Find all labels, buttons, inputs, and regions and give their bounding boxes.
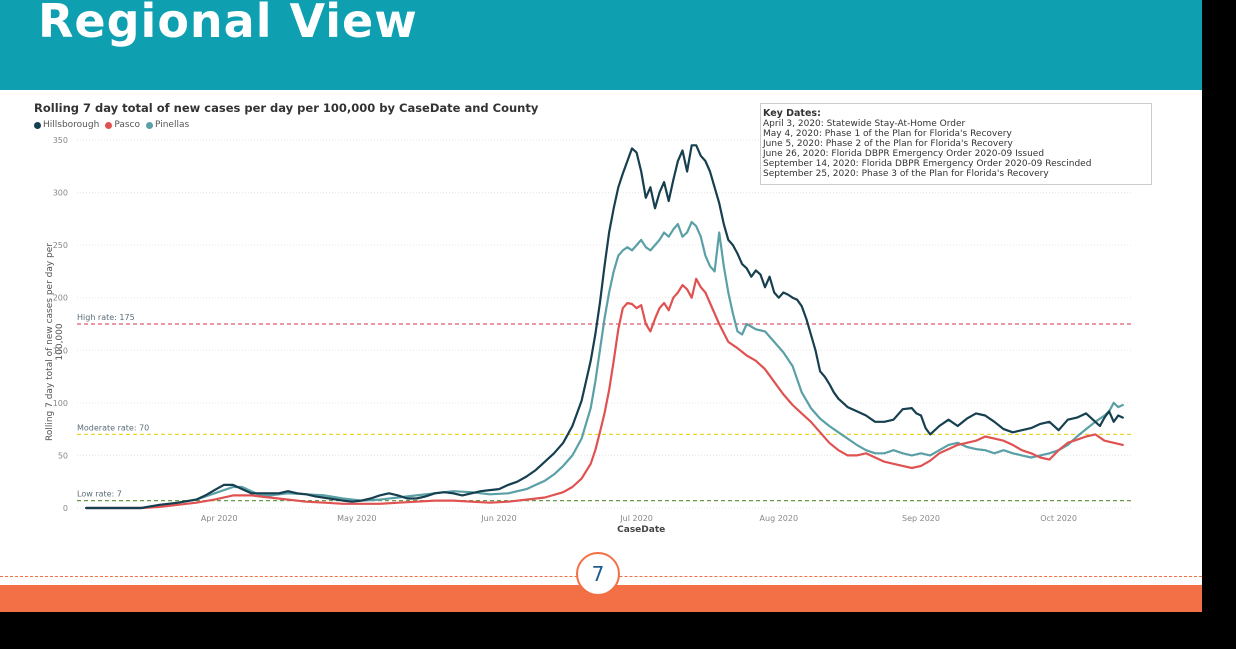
chart-legend: Hillsborough Pasco Pinellas [34, 120, 189, 130]
x-tick-label: Aug 2020 [760, 514, 799, 523]
x-tick-label: Jul 2020 [619, 514, 653, 523]
y-tick-label: 300 [53, 189, 68, 198]
slide-title: Regional View [38, 0, 418, 48]
header-bar: Regional View [0, 0, 1202, 90]
y-axis-label: Rolling 7 day total of new cases per day… [45, 243, 65, 441]
key-date-item: September 14, 2020: Florida DBPR Emergen… [763, 159, 1092, 169]
y-tick-label: 200 [53, 294, 68, 303]
legend-dot-icon [34, 121, 41, 129]
series-line-pinellas [85, 220, 1124, 510]
x-tick-label: Sep 2020 [902, 514, 940, 523]
y-tick-label: 350 [53, 136, 68, 145]
key-date-item: June 26, 2020: Florida DBPR Emergency Or… [763, 149, 1045, 159]
key-date-item: September 25, 2020: Phase 3 of the Plan … [763, 169, 1049, 179]
y-tick-label: 100 [53, 399, 68, 408]
y-tick-label: 150 [53, 346, 68, 355]
legend-item-hillsborough[interactable]: Hillsborough [34, 120, 99, 130]
x-tick-label: May 2020 [337, 514, 376, 523]
key-dates-box: Key Dates: April 3, 2020: Statewide Stay… [760, 103, 1152, 185]
series-line-pasco [85, 277, 1124, 510]
x-tick-label: Jun 2020 [480, 514, 516, 523]
y-tick-label: 0 [63, 504, 68, 513]
y-tick-label: 50 [58, 451, 68, 460]
chart-title: Rolling 7 day total of new cases per day… [34, 101, 539, 115]
x-axis-label: CaseDate [617, 525, 665, 535]
x-tick-label: Apr 2020 [201, 514, 238, 523]
reference-line-label: High rate: 175 [77, 313, 135, 322]
legend-label: Pinellas [155, 120, 190, 130]
key-date-item: April 3, 2020: Statewide Stay-At-Home Or… [763, 119, 966, 129]
y-tick-label: 250 [53, 241, 68, 250]
x-tick-label: Oct 2020 [1040, 514, 1077, 523]
legend-label: Hillsborough [43, 120, 100, 130]
reference-line-label: Moderate rate: 70 [77, 423, 149, 432]
page-number: 7 [576, 552, 620, 596]
legend-item-pasco[interactable]: Pasco [105, 120, 140, 130]
key-date-item: June 5, 2020: Phase 2 of the Plan for Fl… [763, 139, 1013, 149]
series-line-hillsborough [85, 144, 1124, 510]
legend-item-pinellas[interactable]: Pinellas [146, 120, 189, 130]
reference-line-label: Low rate: 7 [77, 490, 122, 499]
key-date-item: May 4, 2020: Phase 1 of the Plan for Flo… [763, 129, 1012, 139]
legend-dot-icon [105, 121, 113, 129]
key-dates-title: Key Dates: [763, 108, 821, 119]
legend-label: Pasco [114, 120, 140, 130]
legend-dot-icon [146, 121, 153, 129]
